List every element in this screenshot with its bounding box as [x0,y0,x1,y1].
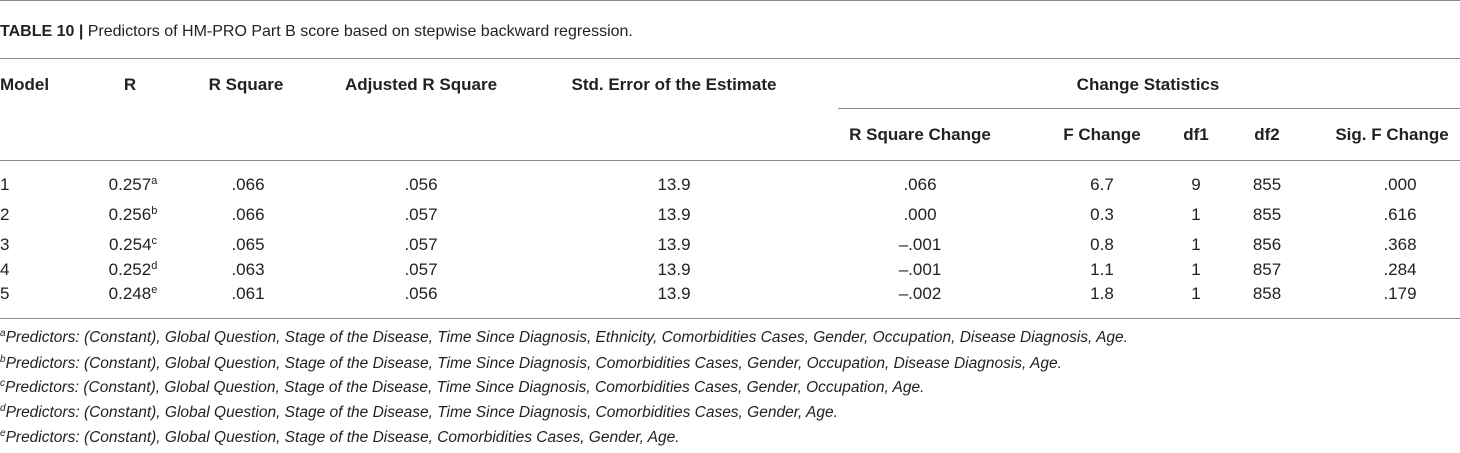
cell-model: 5 [0,284,10,303]
footnote: aPredictors: (Constant), Global Question… [0,328,1128,347]
cell-r: 0.257a [108,175,158,194]
cell-model: 1 [0,175,10,194]
cell-sig-f-change: .284 [1383,260,1417,279]
cell-f-change: 1.1 [1090,260,1114,279]
cell-sig-f-change: .616 [1383,205,1417,224]
header-std-error: Std. Error of the Estimate [571,75,777,94]
cell-r-square: .063 [231,260,265,279]
cell-r-square-change: .000 [903,205,937,224]
table-caption-label: TABLE 10 | [0,23,84,40]
cell-df1: 1 [1191,284,1201,303]
header-f-change: F Change [1063,125,1141,144]
cell-r-square-change: –.001 [898,260,942,279]
cell-f-change: 6.7 [1090,175,1114,194]
footnote: dPredictors: (Constant), Global Question… [0,403,838,422]
header-r-square: R Square [208,75,284,94]
cell-adjusted-r-square: .057 [404,260,438,279]
header-df1: df1 [1183,125,1209,144]
cell-adjusted-r-square: .056 [404,284,438,303]
cell-model: 4 [0,260,10,279]
cell-model: 3 [0,235,10,254]
cell-df1: 9 [1191,175,1201,194]
cell-r: 0.248e [108,284,158,303]
cell-df1: 1 [1191,205,1201,224]
cell-df1: 1 [1191,260,1201,279]
cell-adjusted-r-square: .057 [404,205,438,224]
cell-f-change: 0.8 [1090,235,1114,254]
cell-r-square: .061 [231,284,265,303]
cell-f-change: 0.3 [1090,205,1114,224]
cell-r: 0.256b [108,205,158,224]
cell-std-error: 13.9 [657,284,691,303]
cell-adjusted-r-square: .057 [404,235,438,254]
cell-sig-f-change: .179 [1383,284,1417,303]
header-model: Model [0,75,50,94]
change-statistics-rule [838,108,1460,109]
footnote: bPredictors: (Constant), Global Question… [0,354,1062,373]
cell-r-square-change: –.002 [898,284,942,303]
cell-adjusted-r-square: .056 [404,175,438,194]
cell-df2: 855 [1252,205,1282,224]
table-top-rule [0,0,1460,1]
footnote: cPredictors: (Constant), Global Question… [0,378,925,397]
footnote: ePredictors: (Constant), Global Question… [0,428,680,447]
cell-r-square: .066 [231,205,265,224]
cell-r-square: .066 [231,175,265,194]
cell-std-error: 13.9 [657,235,691,254]
cell-model: 2 [0,205,10,224]
cell-r: 0.254c [108,235,158,254]
header-change-statistics: Change Statistics [1076,75,1220,94]
cell-sig-f-change: .368 [1383,235,1417,254]
cell-std-error: 13.9 [657,260,691,279]
cell-std-error: 13.9 [657,205,691,224]
cell-df2: 857 [1252,260,1282,279]
header-df2: df2 [1254,125,1280,144]
header-adjusted-r-square: Adjusted R Square [344,75,498,94]
header-top-rule [0,58,1460,59]
table-bottom-rule [0,318,1460,319]
header-bottom-rule [0,160,1460,161]
cell-f-change: 1.8 [1090,284,1114,303]
cell-r: 0.252d [108,260,158,279]
cell-df2: 858 [1252,284,1282,303]
cell-r-square-change: –.001 [898,235,942,254]
table-caption-text: Predictors of HM-PRO Part B score based … [83,23,633,40]
cell-r-square: .065 [231,235,265,254]
cell-r-square-change: .066 [903,175,937,194]
cell-df2: 855 [1252,175,1282,194]
cell-sig-f-change: .000 [1383,175,1417,194]
header-r-square-change: R Square Change [849,125,991,144]
cell-df1: 1 [1191,235,1201,254]
cell-df2: 856 [1252,235,1282,254]
cell-std-error: 13.9 [657,175,691,194]
header-sig-f-change: Sig. F Change [1335,125,1449,144]
table-caption: TABLE 10 | Predictors of HM-PRO Part B s… [0,22,633,42]
header-r: R [123,75,137,94]
